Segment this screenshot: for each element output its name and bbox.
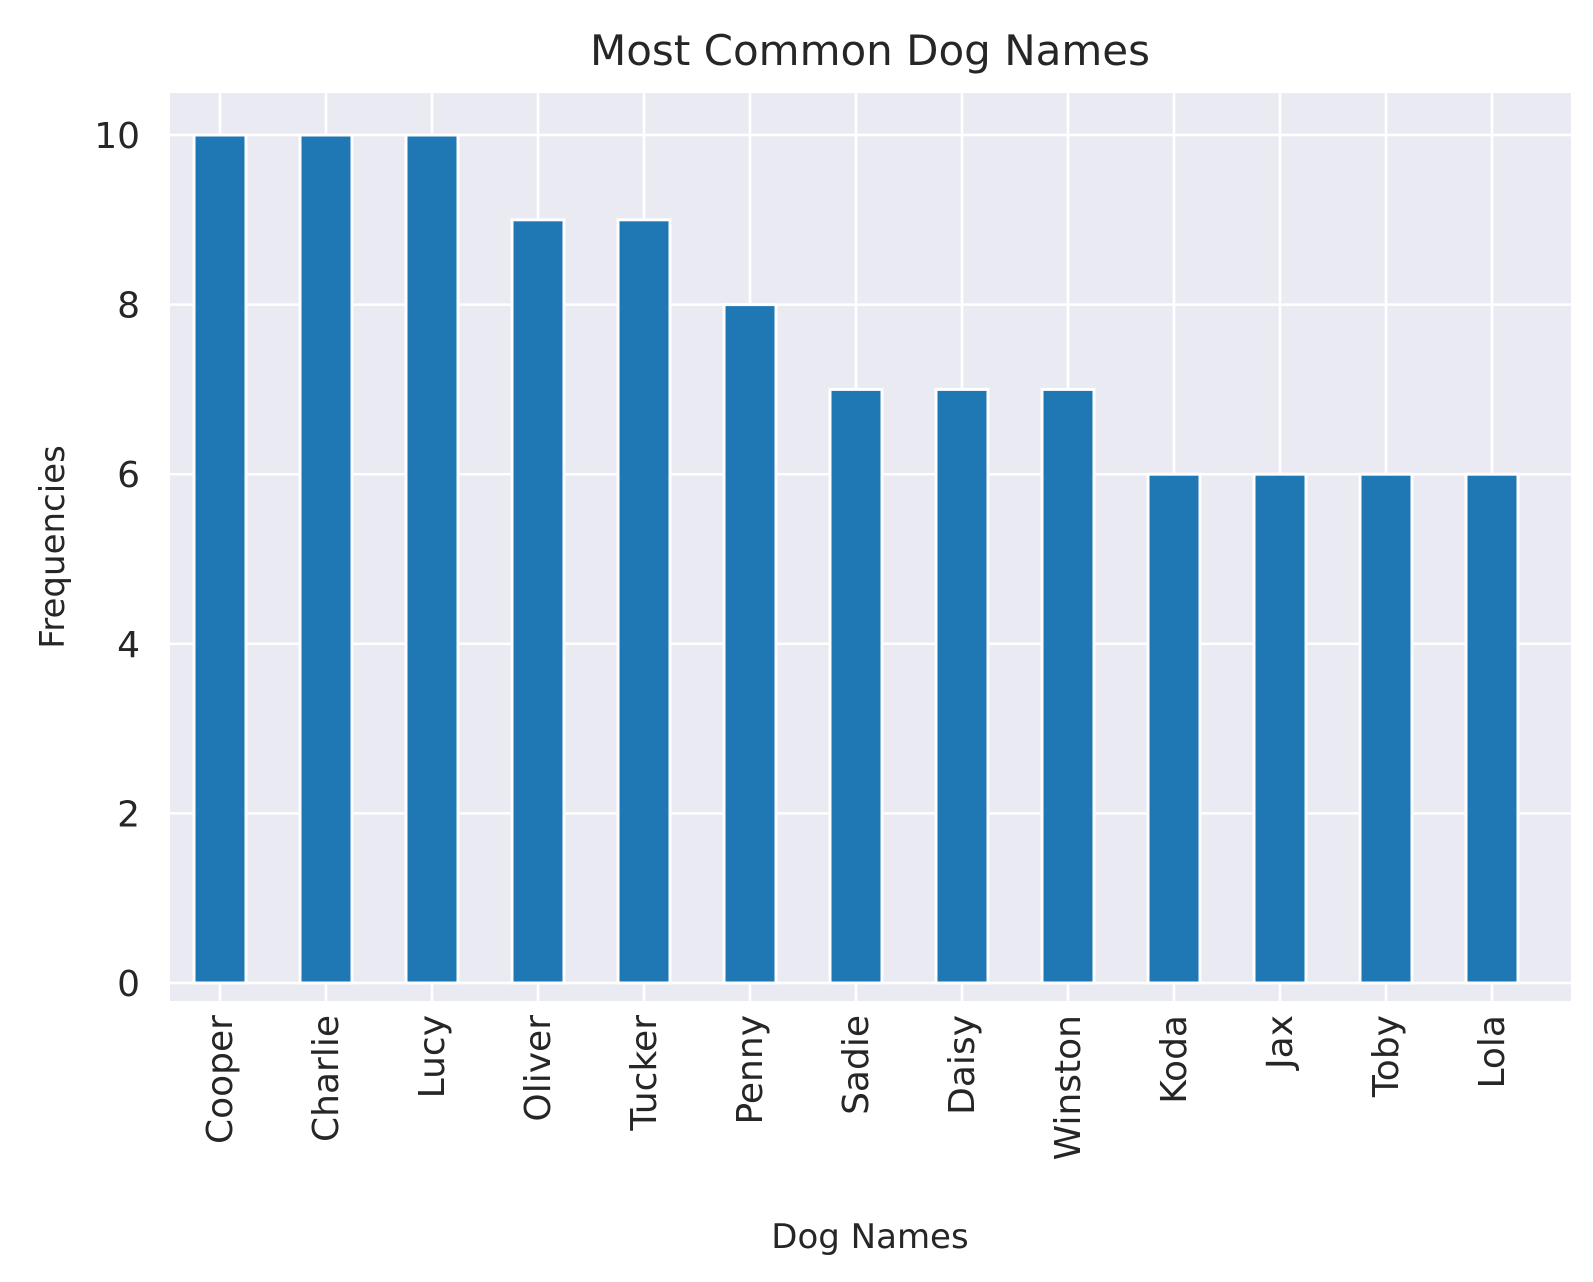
x-tick-label: Sadie bbox=[836, 1015, 877, 1115]
bar-koda bbox=[1146, 472, 1202, 985]
y-tick-label: 8 bbox=[117, 286, 140, 327]
bar-daisy bbox=[934, 387, 990, 985]
x-tick-label: Penny bbox=[730, 1015, 771, 1125]
y-tick-label: 4 bbox=[117, 625, 140, 666]
y-tick-label: 0 bbox=[117, 964, 140, 1005]
bar-oliver bbox=[510, 218, 566, 985]
y-tick-label: 2 bbox=[117, 794, 140, 835]
x-tick-label: Charlie bbox=[306, 1015, 347, 1142]
x-tick-label: Toby bbox=[1366, 1015, 1407, 1098]
bar-winston bbox=[1040, 387, 1096, 985]
bar-toby bbox=[1358, 472, 1414, 985]
x-tick-label: Koda bbox=[1154, 1015, 1195, 1104]
bar-penny bbox=[722, 303, 778, 985]
x-tick-labels: Cooper Charlie Lucy Oliver Tucker Penny Sadie D… bbox=[200, 1015, 1513, 1161]
bar-tucker bbox=[616, 218, 672, 985]
bar-jax bbox=[1252, 472, 1308, 985]
x-tick-label: Lucy bbox=[412, 1015, 453, 1098]
x-tick-label: Winston bbox=[1048, 1015, 1089, 1160]
bar-sadie bbox=[828, 387, 884, 985]
y-tick-label: 6 bbox=[117, 455, 140, 496]
y-tick-labels: 0 2 4 6 8 10 bbox=[94, 116, 140, 1005]
x-tick-label: Lola bbox=[1472, 1015, 1513, 1089]
x-tick-label: Daisy bbox=[942, 1015, 983, 1115]
x-tick-label: Cooper bbox=[200, 1015, 241, 1144]
chart-title: Most Common Dog Names bbox=[590, 26, 1150, 75]
x-tick-label: Oliver bbox=[518, 1015, 559, 1122]
bar-lucy bbox=[404, 133, 460, 985]
x-tick-label: Tucker bbox=[624, 1015, 665, 1132]
bar-lola bbox=[1464, 472, 1520, 985]
y-tick-label: 10 bbox=[94, 116, 140, 157]
bar-charlie bbox=[298, 133, 354, 985]
y-axis-label: Frequencies bbox=[33, 445, 73, 649]
bar-cooper bbox=[192, 133, 248, 985]
x-tick-label: Jax bbox=[1260, 1015, 1301, 1071]
x-axis-label: Dog Names bbox=[771, 1217, 968, 1257]
bars bbox=[192, 133, 1520, 985]
